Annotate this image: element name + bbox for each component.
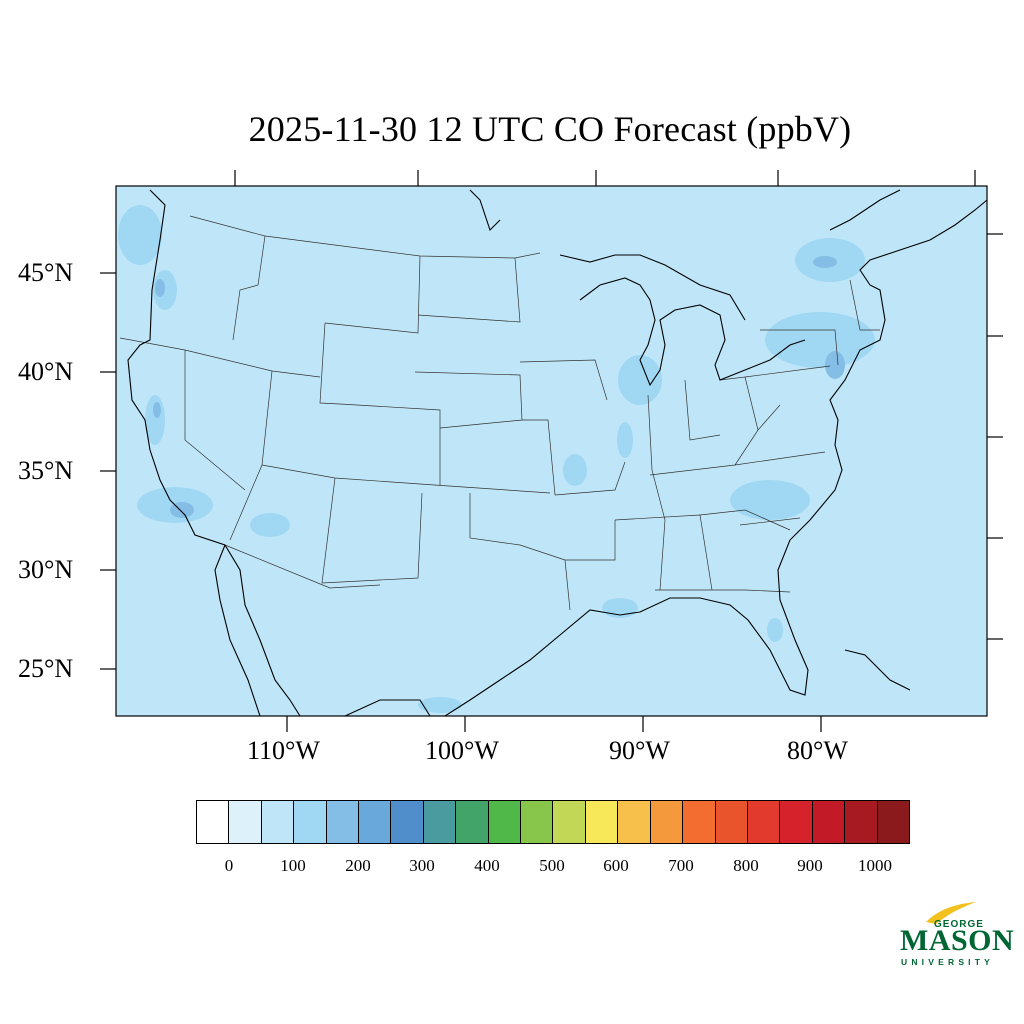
colorbar-swatch xyxy=(359,801,392,843)
logo-mason-text: MASON xyxy=(900,924,1015,957)
colorbar-swatch xyxy=(294,801,327,843)
colorbar-swatch xyxy=(618,801,651,843)
colorbar-label-400: 400 xyxy=(474,856,500,875)
coastlines xyxy=(127,189,987,716)
colorbar-swatch xyxy=(261,801,295,843)
colorbar-label-200: 200 xyxy=(345,856,371,875)
lon-label-110w: 110°W xyxy=(247,736,320,765)
colorbar-label-700: 700 xyxy=(668,856,694,875)
colorbar-swatch xyxy=(715,801,748,843)
state-borders xyxy=(119,215,880,611)
colorbar-label-600: 600 xyxy=(603,856,629,875)
colorbar-label-300: 300 xyxy=(409,856,435,875)
co-plumes-dense xyxy=(153,256,845,518)
lat-label-35n: 35°N xyxy=(18,456,74,485)
colorbar-swatch xyxy=(553,801,586,843)
colorbar-swatch xyxy=(683,801,716,843)
logo-university-text: UNIVERSITY xyxy=(901,957,995,967)
colorbar xyxy=(196,800,910,844)
colorbar-swatch xyxy=(521,801,554,843)
colorbar-label-100: 100 xyxy=(280,856,306,875)
colorbar-label-1000: 1000 xyxy=(858,856,892,875)
colorbar-swatch xyxy=(456,801,489,843)
colorbar-swatch xyxy=(488,801,522,843)
lon-label-80w: 80°W xyxy=(787,736,848,765)
lat-label-30n: 30°N xyxy=(18,555,74,584)
lon-label-100w: 100°W xyxy=(425,736,499,765)
colorbar-swatch xyxy=(747,801,781,843)
colorbar-swatch xyxy=(845,801,878,843)
colorbar-label-500: 500 xyxy=(539,856,565,875)
colorbar-swatch xyxy=(197,801,230,843)
colorbar-swatch xyxy=(229,801,262,843)
lat-label-40n: 40°N xyxy=(18,357,74,386)
gmu-logo: GEORGE MASON UNIVERSITY xyxy=(898,900,1014,970)
colorbar-swatch xyxy=(877,801,909,843)
map-title: 2025-11-30 12 UTC CO Forecast (ppbV) xyxy=(248,109,852,149)
lat-label-25n: 25°N xyxy=(18,654,74,683)
colorbar-swatch xyxy=(326,801,360,843)
lat-label-45n: 45°N xyxy=(18,258,74,287)
colorbar-swatch xyxy=(423,801,457,843)
logo-george-text: GEORGE xyxy=(934,919,984,930)
colorbar-label-0: 0 xyxy=(224,856,234,875)
lon-label-90w: 90°W xyxy=(609,736,670,765)
colorbar-swatch xyxy=(780,801,813,843)
colorbar-swatch xyxy=(650,801,684,843)
colorbar-swatch xyxy=(812,801,846,843)
colorbar-swatch xyxy=(391,801,424,843)
tick-marks xyxy=(100,170,1003,732)
colorbar-swatch xyxy=(585,801,619,843)
colorbar-label-800: 800 xyxy=(733,856,759,875)
colorbar-label-900: 900 xyxy=(797,856,823,875)
map-frame xyxy=(115,185,988,717)
logo-swoosh-icon xyxy=(926,902,976,924)
